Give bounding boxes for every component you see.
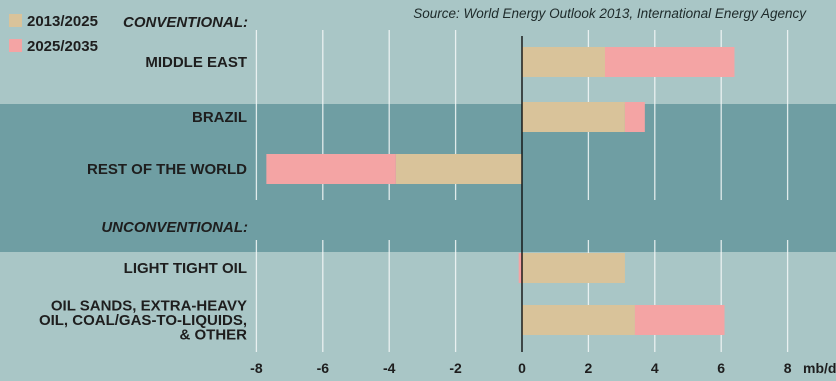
x-tick-labels: -8 -6 -4 -2 0 2 4 6 8 bbox=[250, 360, 792, 376]
x-tick-label: 6 bbox=[717, 360, 725, 376]
x-tick-label: 0 bbox=[518, 360, 526, 376]
x-tick-label: -2 bbox=[449, 360, 462, 376]
bar-segment bbox=[518, 253, 522, 283]
bar-segment bbox=[395, 154, 522, 184]
legend: 2013/2025 2025/2035 bbox=[9, 13, 98, 55]
x-tick-label: 8 bbox=[784, 360, 792, 376]
bar-segment bbox=[266, 154, 396, 184]
bar-segment bbox=[634, 305, 725, 335]
category-label: BRAZIL bbox=[192, 109, 247, 126]
group-heading: CONVENTIONAL: bbox=[123, 14, 248, 31]
bar-segment bbox=[605, 47, 735, 77]
category-label: REST OF THE WORLD bbox=[87, 161, 247, 178]
bar-segment bbox=[624, 102, 645, 132]
legend-swatch bbox=[9, 14, 22, 27]
category-labels: MIDDLE EAST BRAZIL REST OF THE WORLD LIGHT … bbox=[39, 54, 247, 344]
bar-segment bbox=[522, 253, 625, 283]
group-heading: UNCONVENTIONAL: bbox=[101, 219, 248, 236]
legend-label: 2013/2025 bbox=[27, 13, 98, 30]
legend-swatch bbox=[9, 39, 22, 52]
category-label: LIGHT TIGHT OIL bbox=[124, 260, 247, 277]
x-tick-label: -4 bbox=[383, 360, 396, 376]
category-label: MIDDLE EAST bbox=[145, 54, 247, 71]
x-tick-label: 4 bbox=[651, 360, 659, 376]
bars bbox=[266, 47, 735, 335]
bar-segment bbox=[522, 102, 625, 132]
x-tick-label: -6 bbox=[317, 360, 330, 376]
x-tick-label: 2 bbox=[585, 360, 593, 376]
category-label: OIL SANDS, EXTRA-HEAVY OIL, COAL/GAS-TO-L… bbox=[39, 298, 247, 344]
bar-segment bbox=[522, 47, 605, 77]
x-unit-label: mb/d bbox=[803, 360, 836, 376]
legend-label: 2025/2035 bbox=[27, 38, 98, 55]
group-headings: CONVENTIONAL: UNCONVENTIONAL: bbox=[101, 14, 248, 236]
source-note: Source: World Energy Outlook 2013, Inter… bbox=[413, 6, 807, 21]
x-tick-label: -8 bbox=[250, 360, 263, 376]
bar-segment bbox=[522, 305, 635, 335]
